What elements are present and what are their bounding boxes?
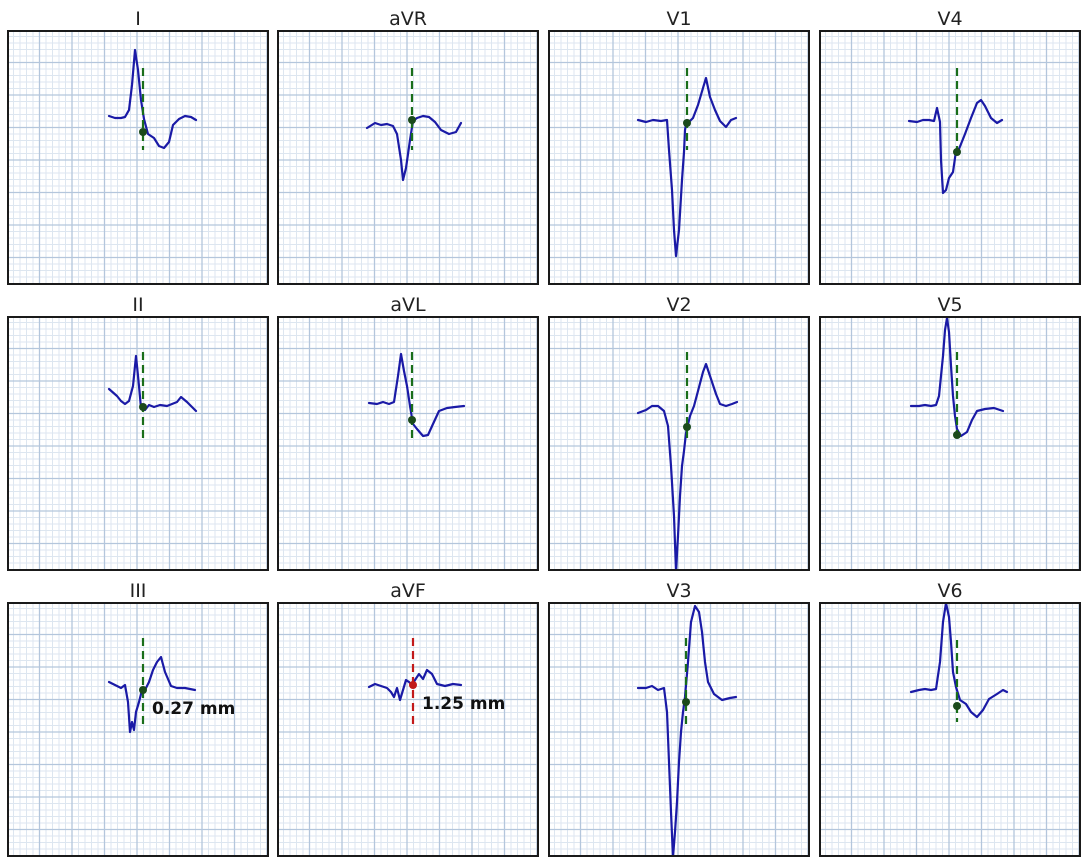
- waveform-v5: [909, 316, 1005, 438]
- major-grid: [548, 602, 810, 857]
- lead-panel-ii: [7, 316, 269, 571]
- lead-title-i: I: [135, 8, 141, 30]
- panel-border: [819, 30, 1081, 285]
- st-measurement-iii: 0.27 mm: [152, 699, 235, 719]
- st-measurement-avf: 1.25 mm: [422, 694, 505, 714]
- lead-title-v4: V4: [937, 8, 963, 30]
- ecg-plot-avf: 1.25 mm: [277, 602, 539, 857]
- lead-title-v3: V3: [666, 580, 692, 602]
- ecg-plot-i: [7, 30, 269, 285]
- j-point-dot-ii: [139, 403, 147, 411]
- minor-grid: [7, 602, 269, 857]
- ecg-plot-v6: [819, 602, 1081, 857]
- minor-grid: [277, 602, 539, 857]
- ecg-plot-avr: [277, 30, 539, 285]
- panel-border: [819, 316, 1081, 571]
- minor-grid: [277, 316, 539, 571]
- ecg-plot-v2: [548, 316, 810, 571]
- lead-panel-avf: 1.25 mm: [277, 602, 539, 857]
- panel-border: [548, 316, 810, 571]
- lead-title-iii: III: [129, 580, 147, 602]
- ecg-plot-iii: 0.27 mm: [7, 602, 269, 857]
- j-point-dot-avf: [409, 681, 417, 689]
- lead-title-v6: V6: [937, 580, 963, 602]
- lead-title-avr: aVR: [389, 8, 427, 30]
- minor-grid: [819, 316, 1081, 571]
- lead-panel-v2: [548, 316, 810, 571]
- lead-panel-avl: [277, 316, 539, 571]
- waveform-avl: [367, 352, 466, 438]
- panel-border: [7, 602, 269, 857]
- panel-border: [819, 602, 1081, 857]
- waveform-v2: [636, 362, 739, 571]
- j-point-dot-v2: [683, 423, 691, 431]
- j-point-dot-v3: [682, 698, 690, 706]
- lead-title-v5: V5: [937, 294, 963, 316]
- major-grid: [7, 30, 269, 285]
- minor-grid: [548, 30, 810, 285]
- minor-grid: [819, 30, 1081, 285]
- j-point-dot-v4: [953, 148, 961, 156]
- lead-panel-v3: [548, 602, 810, 857]
- ecg-plot-v4: [819, 30, 1081, 285]
- j-point-dot-avl: [408, 416, 416, 424]
- waveform-avr: [365, 114, 463, 182]
- ecg-plot-v1: [548, 30, 810, 285]
- lead-panel-i: [7, 30, 269, 285]
- lead-panel-avr: [277, 30, 539, 285]
- minor-grid: [819, 602, 1081, 857]
- lead-title-v1: V1: [666, 8, 692, 30]
- panel-border: [277, 30, 539, 285]
- j-point-dot-iii: [139, 686, 147, 694]
- panel-border: [277, 602, 539, 857]
- panel-border: [7, 30, 269, 285]
- j-point-dot-v6: [953, 702, 961, 710]
- j-point-dot-v5: [953, 431, 961, 439]
- panel-border: [548, 30, 810, 285]
- ecg-plot-v5: [819, 316, 1081, 571]
- minor-grid: [548, 602, 810, 857]
- lead-panel-v4: [819, 30, 1081, 285]
- ecg-plot-v3: [548, 602, 810, 857]
- waveform-v3: [636, 604, 738, 857]
- j-point-dot-i: [139, 128, 147, 136]
- major-grid: [819, 30, 1081, 285]
- waveform-avf: [367, 668, 463, 702]
- lead-panel-v5: [819, 316, 1081, 571]
- lead-title-avf: aVF: [390, 580, 426, 602]
- waveform-i: [107, 48, 198, 150]
- lead-panel-v1: [548, 30, 810, 285]
- lead-panel-iii: 0.27 mm: [7, 602, 269, 857]
- ecg-plot-ii: [7, 316, 269, 571]
- lead-title-avl: aVL: [390, 294, 426, 316]
- lead-title-v2: V2: [666, 294, 692, 316]
- minor-grid: [7, 316, 269, 571]
- panel-border: [7, 316, 269, 571]
- lead-panel-v6: [819, 602, 1081, 857]
- waveform-v1: [636, 76, 738, 258]
- waveform-v6: [909, 602, 1009, 719]
- j-point-dot-v1: [683, 119, 691, 127]
- ecg-plot-avl: [277, 316, 539, 571]
- panel-border: [548, 602, 810, 857]
- waveform-v4: [907, 98, 1004, 195]
- panel-border: [277, 316, 539, 571]
- major-grid: [277, 316, 539, 571]
- major-grid: [277, 30, 539, 285]
- j-point-dot-avr: [408, 116, 416, 124]
- lead-title-ii: II: [132, 294, 144, 316]
